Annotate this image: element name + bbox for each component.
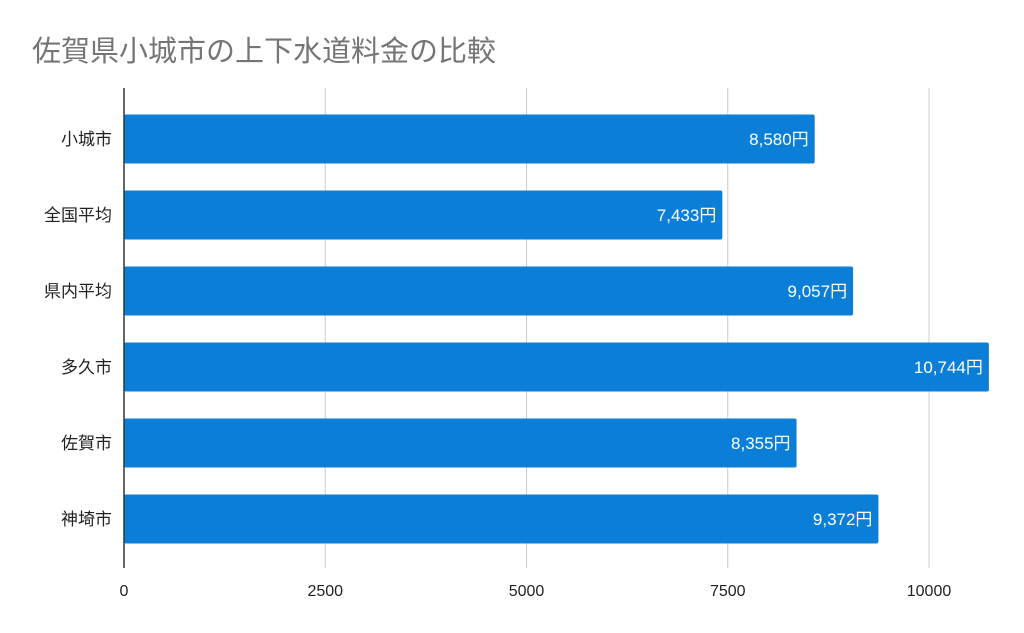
category-label: 神埼市 xyxy=(61,510,112,529)
data-label: 8,580円 xyxy=(749,130,809,149)
bar xyxy=(124,342,989,392)
bar xyxy=(124,114,815,164)
category-label: 多久市 xyxy=(61,358,112,377)
bar xyxy=(124,190,723,240)
x-tick-label: 0 xyxy=(120,583,129,600)
bar xyxy=(124,266,854,316)
bar xyxy=(124,418,797,468)
data-label: 10,744円 xyxy=(914,358,983,377)
data-label: 8,355円 xyxy=(731,434,791,453)
category-label: 全国平均 xyxy=(44,206,112,225)
bar xyxy=(124,494,879,544)
category-label: 佐賀市 xyxy=(61,434,112,453)
x-tick-label: 5000 xyxy=(509,583,545,600)
data-label: 9,372円 xyxy=(813,510,873,529)
category-label: 小城市 xyxy=(61,130,112,149)
chart-title: 佐賀県小城市の上下水道料金の比較 xyxy=(32,36,497,68)
x-tick-label: 10000 xyxy=(907,583,952,600)
x-tick-label: 7500 xyxy=(710,583,746,600)
data-label: 7,433円 xyxy=(657,206,717,225)
x-tick-label: 2500 xyxy=(307,583,343,600)
category-label: 県内平均 xyxy=(44,282,112,301)
data-label: 9,057円 xyxy=(788,282,848,301)
